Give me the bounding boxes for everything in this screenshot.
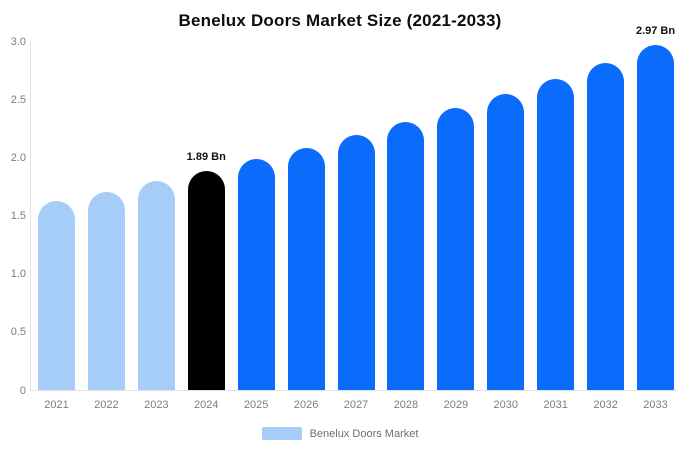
y-tick-label: 0.5: [10, 326, 26, 339]
x-tick-label-2027: 2027: [343, 399, 369, 411]
bar-2026[interactable]: [287, 147, 325, 391]
bar-2023[interactable]: [137, 181, 175, 391]
y-axis-line: [30, 42, 31, 391]
chart-title: Benelux Doors Market Size (2021-2033): [178, 11, 502, 30]
bar-2029[interactable]: [437, 108, 475, 391]
bar-2030[interactable]: [487, 94, 525, 391]
bar-2033[interactable]: [637, 45, 675, 391]
bar-2021[interactable]: [38, 201, 75, 391]
annotation-2033: 2.97 Bn: [635, 25, 676, 38]
y-tick-label: 2.0: [10, 152, 26, 165]
y-tick-label: 1.5: [10, 210, 26, 223]
x-axis-line: [30, 390, 676, 391]
x-tick-label-2029: 2029: [443, 399, 469, 411]
annotation-2024: 1.89 Bn: [186, 150, 226, 163]
bar-2025[interactable]: [237, 159, 275, 391]
y-tick-label: 2.5: [10, 94, 26, 107]
x-tick-label-2024: 2024: [194, 399, 219, 411]
x-tick-label-2022: 2022: [94, 399, 119, 411]
x-tick-label-2026: 2026: [293, 399, 319, 411]
x-tick-label-2030: 2030: [493, 399, 518, 411]
x-tick-label-2028: 2028: [393, 399, 419, 411]
x-tick-label-2031: 2031: [543, 399, 568, 411]
bar-2032[interactable]: [587, 62, 625, 391]
legend-swatch-icon: [261, 427, 302, 440]
x-tick-label-2025: 2025: [243, 399, 269, 411]
bar-2022[interactable]: [87, 191, 125, 391]
bar-2027[interactable]: [337, 134, 375, 391]
y-tick-label: 3.0: [10, 36, 26, 48]
x-tick-label-2021: 2021: [44, 399, 69, 411]
bar-2024[interactable]: [187, 170, 225, 391]
x-tick-label-2032: 2032: [593, 399, 618, 411]
y-tick-label: 0: [19, 384, 26, 397]
x-tick-label-2033: 2033: [643, 399, 668, 411]
bar-2028[interactable]: [387, 122, 425, 391]
legend[interactable]: Benelux Doors Market: [0, 427, 680, 440]
y-tick-label: 1.0: [10, 268, 26, 281]
bar-2031[interactable]: [537, 79, 575, 391]
legend-label: Benelux Doors Market: [309, 427, 419, 440]
x-tick-label-2023: 2023: [144, 399, 169, 411]
